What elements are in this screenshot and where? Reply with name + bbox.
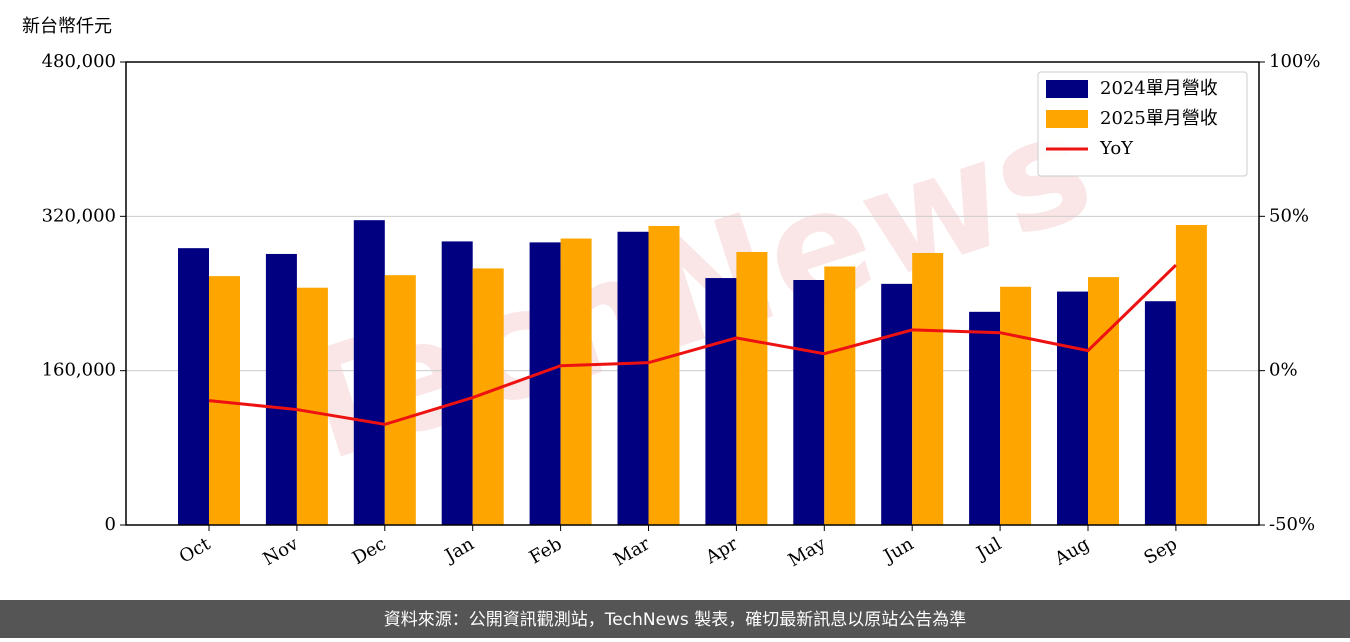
bar <box>353 220 385 526</box>
x-tick-label: Feb <box>526 533 566 568</box>
y-tick-label: 160,000 <box>42 360 116 381</box>
bar <box>736 252 768 525</box>
y2-tick-label: 0% <box>1269 360 1298 381</box>
y2-tick-label: 100% <box>1269 51 1320 72</box>
x-tick-label: Oct <box>176 533 215 568</box>
y-tick-label: 320,000 <box>42 205 116 226</box>
x-tick-label: Sep <box>1141 533 1181 568</box>
plot-frame <box>125 61 1260 526</box>
bar <box>529 242 561 526</box>
x-tick-label: Dec <box>349 533 390 569</box>
bar <box>265 253 297 525</box>
bar <box>1000 286 1032 525</box>
footer-band <box>0 600 1350 638</box>
x-tick-label: May <box>785 533 830 571</box>
y-tick-label: 480,000 <box>42 51 116 72</box>
bar <box>384 275 416 525</box>
legend-label: YoY <box>1099 138 1134 159</box>
footer: 資料來源：公開資訊觀測站，TechNews 製表，確切最新訊息以原站公告為準 <box>384 610 966 630</box>
x-tick-label: Apr <box>701 533 741 568</box>
bar <box>441 241 473 525</box>
bar <box>881 283 913 525</box>
bar <box>1088 277 1119 525</box>
bar <box>793 279 825 525</box>
x-tick-label: Mar <box>610 533 654 570</box>
legend-frame <box>1037 71 1248 177</box>
legend-swatch <box>1046 80 1088 98</box>
bar <box>648 225 680 525</box>
legend-label: 2025單月營收 <box>1100 108 1218 129</box>
bar <box>969 311 1001 525</box>
bar <box>560 238 592 526</box>
x-tick-label: Jan <box>440 533 478 567</box>
y2-tick-label: -50% <box>1269 514 1315 535</box>
x-tick-label: Jul <box>972 533 1006 565</box>
legend-swatch <box>1046 110 1088 128</box>
line <box>208 264 1177 426</box>
bar <box>178 248 209 525</box>
bar <box>617 231 649 525</box>
bar <box>1057 291 1088 525</box>
bar <box>296 287 328 525</box>
bar <box>824 266 856 525</box>
y-tick-label: 0 <box>105 514 116 535</box>
bar <box>1144 301 1176 525</box>
y-axis-label: 新台幣仟元 <box>22 16 112 37</box>
bar <box>705 278 737 525</box>
bar <box>1175 225 1207 525</box>
x-tick-label: Aug <box>1050 533 1093 570</box>
legend-label: 2024單月營收 <box>1100 78 1218 99</box>
y2-tick-label: 50% <box>1269 205 1309 226</box>
x-tick-label: Nov <box>260 533 303 570</box>
x-tick-label: Jun <box>879 533 918 568</box>
bar <box>912 252 944 526</box>
